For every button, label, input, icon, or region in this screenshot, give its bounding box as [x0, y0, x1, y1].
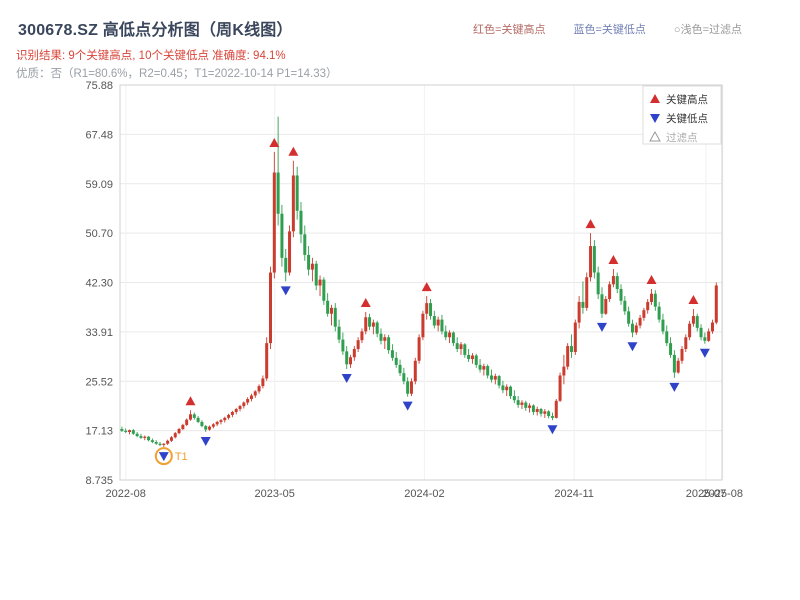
key-low-triangle-icon — [627, 342, 638, 352]
legend-key-low-label: 蓝色=关键低点 — [573, 24, 646, 36]
legend-hollow-triangle-icon — [649, 130, 661, 142]
x-tick-label: 2024-02 — [404, 488, 444, 500]
x-tick-label: 2025-07 — [686, 488, 726, 500]
key-low-triangle-icon — [341, 374, 352, 384]
key-high-triangle-icon — [360, 297, 371, 307]
page-title: 300678.SZ 高低点分析图（周K线图） — [18, 22, 293, 39]
t1-annotation: T1 — [154, 447, 188, 466]
key-low-triangle-icon — [669, 382, 680, 392]
candlestick-series — [120, 116, 718, 448]
x-tick-label: 2025-08 — [703, 488, 743, 500]
legend-key-high-label: 红色=关键高点 — [473, 24, 546, 36]
key-low-triangle-icon — [402, 401, 413, 411]
t1-label: T1 — [175, 451, 188, 463]
legend-item-label: 过滤点 — [666, 131, 698, 144]
x-tick-label: 2023-05 — [255, 488, 295, 500]
y-tick-label: 59.09 — [85, 179, 113, 191]
y-tick-label: 42.30 — [85, 278, 113, 290]
recognition-result: 识别结果: 9个关键高点, 10个关键低点 准确度: 94.1% — [16, 50, 286, 62]
legend-item-label: 关键低点 — [666, 112, 708, 125]
quality-line: 优质：否（R1=80.6%，R2=0.45；T1=2022-10-14 P1=1… — [16, 68, 338, 80]
y-tick-label: 75.88 — [85, 80, 113, 92]
y-tick-label: 17.13 — [85, 426, 113, 438]
key-high-triangle-icon — [421, 282, 432, 292]
legend-up-triangle-icon — [650, 94, 660, 103]
key-low-triangle-icon — [200, 436, 211, 446]
y-tick-label: 67.48 — [85, 129, 113, 141]
key-low-triangle-icon — [596, 322, 607, 332]
axis-tick-labels: 8.735 17.13 25.52 33.91 42.30 50.70 59.09 67.48… — [85, 80, 742, 500]
key-high-markers — [185, 137, 699, 406]
legend-down-triangle-icon — [650, 114, 660, 123]
key-high-triangle-icon — [608, 255, 619, 265]
key-high-triangle-icon — [585, 219, 596, 229]
y-tick-label: 50.70 — [85, 228, 113, 240]
y-tick-label: 8.735 — [85, 475, 113, 487]
y-tick-label: 25.52 — [85, 376, 113, 388]
plot-border — [119, 84, 723, 481]
key-high-triangle-icon — [269, 137, 280, 147]
x-tick-label: 2022-08 — [106, 488, 146, 500]
key-low-triangle-icon — [547, 425, 558, 435]
key-high-triangle-icon — [185, 396, 196, 406]
legend-filtered-label: ○浅色=过滤点 — [673, 24, 742, 36]
key-low-markers — [158, 286, 710, 462]
x-tick-label: 2024-11 — [554, 488, 594, 500]
t1-circle-icon — [154, 447, 173, 466]
key-low-triangle-icon — [280, 286, 291, 296]
key-high-triangle-icon — [288, 146, 299, 156]
grid-lines — [120, 84, 724, 481]
key-low-triangle-icon — [158, 452, 169, 462]
key-low-triangle-icon — [699, 348, 710, 358]
legend-item-label: 关键高点 — [666, 93, 708, 106]
y-tick-label: 33.91 — [85, 327, 113, 339]
top-color-legend: 红色=关键高点 蓝色=关键低点 ○浅色=过滤点 — [473, 21, 742, 37]
key-high-triangle-icon — [646, 275, 657, 285]
key-high-triangle-icon — [688, 295, 699, 305]
